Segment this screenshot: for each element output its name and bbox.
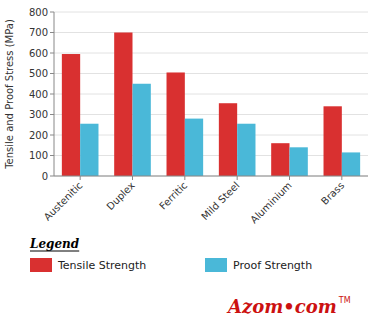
grid-line [54, 53, 368, 54]
tick-label: 0 [42, 171, 48, 182]
category-label: Mild Steel [199, 180, 241, 222]
legend-label: Proof Strength [233, 259, 312, 272]
bar [219, 103, 237, 176]
bar [133, 84, 151, 176]
trademark: TM [338, 296, 351, 305]
tick-mark [50, 94, 54, 95]
tick-mark [50, 73, 54, 74]
x-axis [54, 176, 368, 177]
tick-mark [237, 176, 238, 180]
grid-line [54, 135, 368, 136]
grid-line [54, 73, 368, 74]
legend-label: Tensile Strength [57, 259, 146, 272]
tick-mark [50, 12, 54, 13]
tick-mark [80, 176, 81, 180]
bar [237, 124, 255, 176]
bar [271, 143, 289, 176]
chart: 0 100 200 300 400 500 600 700 800 Austenitic Duple… [0, 0, 378, 327]
bar [80, 124, 98, 176]
category-label: Aluminium [248, 180, 294, 226]
bar [342, 152, 360, 176]
tick-mark [50, 53, 54, 54]
tick-mark [50, 155, 54, 156]
logo-text: Azom•com [226, 296, 337, 317]
grid-line [54, 94, 368, 95]
tick-mark [50, 176, 54, 177]
bar [290, 147, 308, 176]
tick-label: 800 [29, 7, 48, 18]
tick-label: 400 [29, 89, 48, 100]
bars [62, 33, 360, 177]
grid-line [54, 176, 368, 177]
tick-label: 300 [29, 109, 48, 120]
tick-mark [341, 176, 342, 180]
legend-title-underline [30, 251, 79, 252]
tick-label: 500 [29, 68, 48, 79]
legend-title: Legend [29, 237, 80, 251]
y-axis [54, 12, 55, 176]
category-label: Ferritic [157, 180, 189, 212]
bar [114, 33, 132, 177]
grid-line [54, 114, 368, 115]
grid-line [54, 155, 368, 156]
category-label: Duplex [104, 180, 137, 213]
tick-mark [289, 176, 290, 180]
category-label: Brass [319, 180, 346, 207]
tick-label: 700 [29, 27, 48, 38]
legend-swatch [30, 258, 52, 272]
tick-mark [50, 114, 54, 115]
grid-line [54, 12, 368, 13]
bar [62, 54, 80, 176]
tick-label: 600 [29, 48, 48, 59]
tick-mark [50, 135, 54, 136]
grid-line [54, 32, 368, 33]
tick-label: 100 [29, 150, 48, 161]
bar [324, 106, 342, 176]
tick-mark [132, 176, 133, 180]
category-label: Austenitic [42, 180, 85, 223]
bar [185, 119, 203, 176]
legend-swatch [205, 258, 227, 272]
tick-label: 200 [29, 130, 48, 141]
tick-mark [50, 32, 54, 33]
tick-mark [184, 176, 185, 180]
bar [167, 72, 185, 176]
y-axis-label: Tensile and Proof Stress (MPa) [4, 19, 15, 170]
